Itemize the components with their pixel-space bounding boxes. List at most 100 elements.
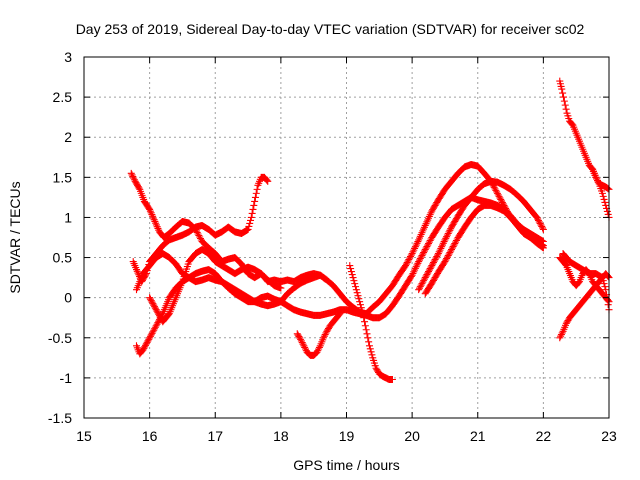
data-point: [250, 201, 258, 209]
data-point: [601, 283, 609, 291]
data-point: [299, 340, 307, 348]
data-point: [154, 319, 162, 327]
data-point: [411, 244, 419, 252]
data-point: [431, 256, 439, 264]
data-point: [148, 329, 156, 337]
data-point: [604, 210, 612, 218]
data-point: [492, 186, 500, 194]
data-point: [146, 294, 154, 302]
data-point: [604, 185, 612, 193]
data-point: [251, 193, 259, 201]
data-point: [437, 244, 445, 252]
data-point: [248, 209, 256, 217]
data-point: [247, 213, 255, 221]
data-point: [301, 345, 309, 353]
data-point: [142, 340, 150, 348]
data-point: [251, 197, 259, 205]
data-point: [413, 261, 421, 269]
data-point: [347, 265, 355, 273]
data-point: [446, 249, 454, 257]
data-point: [407, 273, 415, 281]
data-point: [425, 240, 433, 248]
data-point: [429, 259, 437, 267]
data-point: [497, 195, 505, 203]
data-point: [438, 243, 446, 251]
data-point: [151, 323, 159, 331]
data-point: [133, 266, 140, 274]
data-point: [322, 275, 330, 283]
y-tick-label: -1: [60, 370, 73, 386]
data-point: [447, 225, 455, 233]
y-tick-label: 0.5: [53, 250, 73, 266]
data-point: [359, 310, 367, 318]
data-point: [151, 325, 159, 333]
data-point: [420, 247, 428, 255]
data-point: [533, 213, 541, 221]
data-point: [562, 261, 570, 269]
data-point: [416, 283, 424, 291]
data-point: [352, 286, 360, 294]
data-point: [599, 277, 607, 285]
data-point: [320, 334, 328, 342]
data-point: [403, 259, 411, 267]
data-point: [146, 207, 154, 215]
data-point: [402, 260, 410, 268]
data-point: [560, 97, 568, 105]
data-point: [416, 284, 424, 292]
data-point: [429, 260, 437, 268]
data-point: [354, 292, 362, 300]
data-point: [412, 241, 420, 249]
data-point: [557, 331, 565, 339]
data-point: [413, 239, 421, 247]
data-point: [537, 221, 545, 229]
data-point: [346, 262, 354, 270]
data-point: [417, 281, 425, 289]
series-track-13: [556, 270, 613, 342]
data-point: [321, 331, 329, 339]
data-point: [130, 176, 138, 184]
data-point: [560, 93, 567, 101]
data-point: [441, 236, 449, 244]
data-point: [441, 258, 449, 266]
data-point: [321, 275, 329, 283]
data-point: [452, 238, 460, 246]
data-point: [444, 252, 452, 260]
series-track-5: [146, 246, 285, 326]
data-point: [336, 310, 344, 318]
data-point: [414, 238, 422, 246]
data-point: [322, 329, 330, 337]
data-point: [409, 248, 417, 256]
data-point: [402, 262, 410, 270]
data-point: [420, 249, 428, 257]
data-point: [443, 233, 451, 241]
data-point: [363, 330, 371, 338]
data-point: [419, 250, 427, 258]
data-point: [298, 339, 306, 347]
data-point: [152, 219, 160, 227]
data-point: [498, 198, 506, 206]
data-point: [149, 328, 157, 336]
data-point: [152, 322, 160, 330]
data-point: [558, 329, 566, 337]
data-point: [575, 279, 583, 287]
data-point: [534, 216, 542, 224]
data-point: [150, 326, 158, 334]
data-point: [149, 300, 157, 308]
data-point: [151, 304, 159, 312]
data-point: [301, 343, 309, 351]
data-point: [351, 280, 359, 288]
data-point: [598, 189, 606, 197]
grid-layer: [84, 57, 609, 418]
data-point: [419, 278, 427, 286]
data-point: [350, 277, 358, 285]
data-point: [438, 241, 446, 249]
series-track-9: [421, 201, 547, 298]
y-tick-label: 3: [64, 49, 72, 65]
data-point: [561, 101, 569, 109]
data-point: [495, 192, 503, 200]
data-point: [452, 237, 460, 245]
data-point: [427, 263, 435, 271]
data-point: [494, 191, 502, 199]
data-point: [297, 337, 305, 345]
